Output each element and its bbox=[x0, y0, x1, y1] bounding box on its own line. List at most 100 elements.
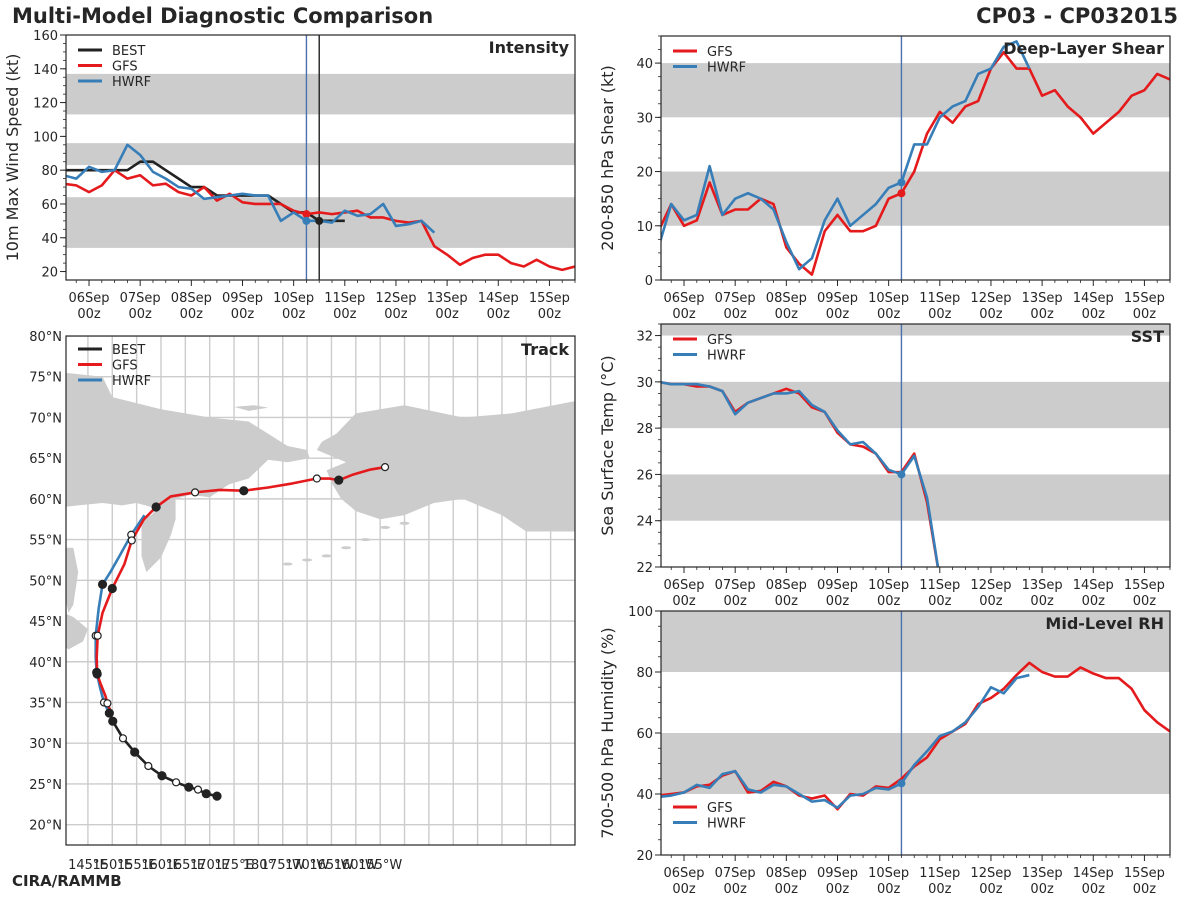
x-tick-label-hour: 00z bbox=[435, 307, 459, 322]
x-tick-label-date: 12Sep bbox=[375, 291, 416, 306]
x-tick-label-hour: 00z bbox=[538, 307, 562, 322]
y-tick-label: 20 bbox=[41, 266, 58, 281]
threshold-band bbox=[661, 324, 1170, 336]
land-mass bbox=[66, 613, 88, 650]
track-point-best bbox=[118, 734, 128, 743]
threshold-band bbox=[661, 63, 1170, 118]
threshold-band bbox=[661, 611, 1170, 672]
track-point-gfs bbox=[127, 536, 136, 545]
track-point-gfs bbox=[93, 631, 102, 640]
threshold-band bbox=[66, 143, 575, 166]
analysis-marker-hwrf bbox=[897, 178, 906, 187]
x-tick-label-hour: 00z bbox=[1082, 307, 1106, 322]
y-tick-label: 140 bbox=[33, 63, 58, 78]
x-tick-label-date: 15Sep bbox=[529, 291, 570, 306]
x-tick-label-hour: 00z bbox=[877, 594, 901, 609]
credit-label: CIRA/RAMMB bbox=[12, 872, 122, 890]
y-tick-label: 28 bbox=[636, 422, 653, 437]
x-tick-label-hour: 00z bbox=[723, 882, 747, 897]
x-tick-label-date: 08Sep bbox=[766, 866, 807, 881]
lat-tick-label: 80°N bbox=[29, 330, 62, 345]
aleutian-island bbox=[321, 554, 332, 558]
track-point-best bbox=[130, 747, 140, 757]
x-tick-label-hour: 00z bbox=[1082, 882, 1106, 897]
x-tick-label-date: 14Sep bbox=[1073, 578, 1114, 593]
land-mass bbox=[336, 468, 351, 473]
chart-sst: 22242628303206Sep00z07Sep00z08Sep00z09Se… bbox=[598, 323, 1171, 609]
lon-tick-label: 175°E bbox=[214, 858, 254, 873]
panel-title: Mid-Level RH bbox=[1045, 614, 1164, 633]
x-tick-label-date: 13Sep bbox=[1022, 578, 1063, 593]
x-tick-label-date: 13Sep bbox=[427, 291, 468, 306]
x-tick-label-date: 10Sep bbox=[868, 866, 909, 881]
aleutian-island bbox=[380, 525, 391, 529]
x-tick-label-date: 12Sep bbox=[970, 866, 1011, 881]
x-tick-label-hour: 00z bbox=[1133, 307, 1157, 322]
x-tick-label-hour: 00z bbox=[826, 882, 850, 897]
y-tick-label: 40 bbox=[636, 57, 653, 72]
y-tick-label: 10 bbox=[636, 220, 653, 235]
land-mass bbox=[141, 498, 176, 573]
x-tick-label-hour: 00z bbox=[672, 307, 696, 322]
x-tick-label-hour: 00z bbox=[979, 594, 1003, 609]
y-tick-label: 30 bbox=[636, 111, 653, 126]
main-title: Multi-Model Diagnostic Comparison bbox=[12, 4, 434, 28]
track-point-gfs bbox=[239, 486, 249, 496]
x-tick-label-hour: 00z bbox=[979, 307, 1003, 322]
y-axis-title: Sea Surface Temp (°C) bbox=[598, 355, 617, 535]
x-tick-label-date: 06Sep bbox=[663, 291, 704, 306]
x-tick-label-date: 07Sep bbox=[120, 291, 161, 306]
legend-label-gfs: GFS bbox=[112, 359, 138, 374]
y-tick-label: 24 bbox=[636, 515, 653, 530]
y-tick-label: 80 bbox=[41, 164, 58, 179]
x-tick-label-date: 14Sep bbox=[1073, 866, 1114, 881]
legend-label-gfs: GFS bbox=[112, 60, 138, 75]
aleutian-island bbox=[341, 546, 352, 550]
x-tick-label-date: 06Sep bbox=[68, 291, 109, 306]
x-tick-label-hour: 00z bbox=[180, 307, 204, 322]
chart-track: 145°E150°E155°E160°E165°E170°E175°E180°1… bbox=[29, 330, 576, 873]
x-tick-label-hour: 00z bbox=[1133, 882, 1157, 897]
legend-label-gfs: GFS bbox=[707, 45, 733, 60]
track-point-best bbox=[108, 716, 118, 726]
lon-tick-label: 170°E bbox=[190, 858, 230, 873]
y-tick-label: 26 bbox=[636, 468, 653, 483]
x-tick-label-date: 09Sep bbox=[222, 291, 263, 306]
land-mass bbox=[234, 405, 269, 411]
map-layer bbox=[66, 336, 575, 845]
legend-label-hwrf: HWRF bbox=[112, 75, 151, 90]
series-line-gfs bbox=[66, 168, 575, 272]
lon-tick-label: 150°E bbox=[93, 858, 133, 873]
lat-tick-label: 55°N bbox=[29, 534, 62, 549]
x-tick-label-date: 11Sep bbox=[919, 866, 960, 881]
x-tick-label-hour: 00z bbox=[877, 307, 901, 322]
track-point-gfs bbox=[151, 502, 161, 512]
y-tick-label: 100 bbox=[628, 605, 653, 620]
legend-label-gfs: GFS bbox=[707, 333, 733, 348]
x-tick-label-hour: 00z bbox=[333, 307, 357, 322]
track-point-gfs bbox=[312, 474, 321, 483]
x-tick-label-date: 15Sep bbox=[1124, 578, 1165, 593]
x-tick-label-date: 09Sep bbox=[817, 866, 858, 881]
lat-tick-label: 40°N bbox=[29, 656, 62, 671]
y-tick-label: 20 bbox=[636, 849, 653, 864]
track-point-hwrf bbox=[104, 708, 114, 718]
y-axis-title: 200-850 hPa Shear (kt) bbox=[598, 65, 617, 251]
track-point-best bbox=[201, 789, 211, 799]
chart-intensity: 2040608010012014016006Sep00z07Sep00z08Se… bbox=[3, 29, 576, 322]
lat-tick-label: 65°N bbox=[29, 452, 62, 467]
chart-rh: 2040608010006Sep00z07Sep00z08Sep00z09Sep… bbox=[598, 605, 1171, 897]
lat-tick-label: 70°N bbox=[29, 411, 62, 426]
x-tick-label-hour: 00z bbox=[231, 307, 255, 322]
panel-title: Deep-Layer Shear bbox=[1003, 39, 1164, 58]
track-point-best bbox=[193, 785, 203, 794]
y-tick-label: 32 bbox=[636, 330, 653, 345]
threshold-band bbox=[661, 474, 1170, 521]
lat-tick-label: 30°N bbox=[29, 737, 62, 752]
series-line-hwrf bbox=[66, 143, 436, 234]
threshold-band bbox=[66, 73, 575, 115]
x-tick-label-hour: 00z bbox=[487, 307, 511, 322]
x-tick-label-hour: 00z bbox=[384, 307, 408, 322]
